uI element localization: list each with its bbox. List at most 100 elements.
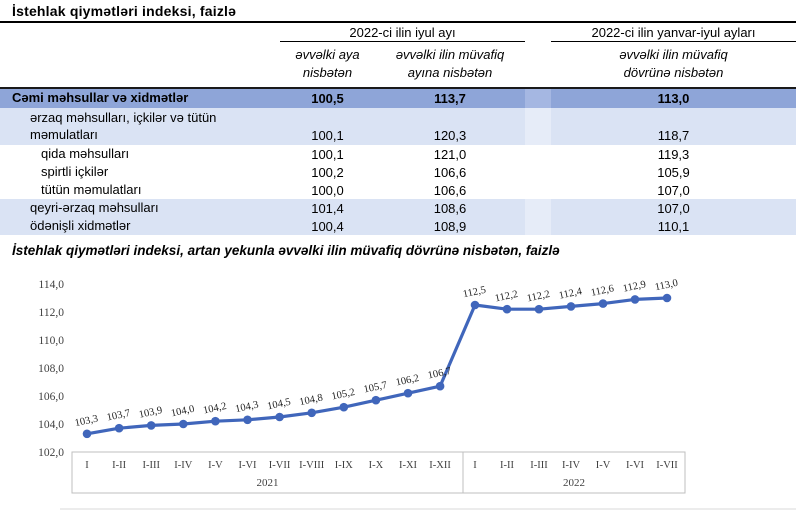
row-value: 100,5 xyxy=(311,91,344,107)
x-axis-category-label: I-IV xyxy=(174,460,192,471)
row-label: ərzaq məhsulları, içkilər və tütün məmul… xyxy=(30,110,217,142)
data-point-label: 103,7 xyxy=(106,408,131,424)
data-point-label: 112,2 xyxy=(526,289,551,305)
x-axis-category-label: I-X xyxy=(369,460,384,471)
group-header-gap xyxy=(525,23,551,42)
table-row-food-group: ərzaq məhsulları, içkilər və tütün məmul… xyxy=(0,108,796,146)
x-axis-category-label: I-XI xyxy=(399,460,418,471)
row-label: qeyri-ərzaq məhsulları xyxy=(30,199,159,215)
row-value: 100,2 xyxy=(311,164,344,180)
x-axis-category-label: I-XII xyxy=(429,460,451,471)
subheader-empty xyxy=(0,42,280,87)
row-value: 107,0 xyxy=(657,182,690,198)
chart-title: İstehlak qiymətləri indeksi, artan yekun… xyxy=(12,243,560,258)
row-value: 100,1 xyxy=(311,146,344,162)
row-value: 108,9 xyxy=(433,218,467,234)
subheader-line: ayına nisbətən xyxy=(407,64,493,80)
row-value: 100,1 xyxy=(311,128,344,144)
row-value: 100,4 xyxy=(311,218,344,234)
x-axis-category-label: I-II xyxy=(112,460,126,471)
subheader-prev-year-month: əvvəlki ilin müvafiq ayına nisbətən xyxy=(375,42,525,87)
row-value: 113,7 xyxy=(434,91,466,107)
data-point-label: 105,7 xyxy=(363,380,388,396)
data-point-marker xyxy=(534,304,544,314)
subheader-line: əvvəlki ilin müvafiq xyxy=(619,47,728,62)
x-axis-category-label: I-IV xyxy=(562,460,580,471)
data-point-label: 112,2 xyxy=(494,289,519,305)
data-point-marker xyxy=(275,412,284,422)
y-axis-tick-label: 102,0 xyxy=(38,447,64,459)
table-row-food: qida məhsulları 100,1 121,0 119,3 xyxy=(0,145,796,164)
row-value: 119,3 xyxy=(657,146,690,162)
data-point-marker xyxy=(371,395,381,405)
data-point-marker xyxy=(435,381,445,391)
data-point-label: 112,4 xyxy=(558,286,584,302)
subheader-line: əvvəlki ilin müvafiq xyxy=(395,47,505,62)
y-axis-tick-label: 112,0 xyxy=(39,307,65,319)
data-point-label: 112,6 xyxy=(590,283,615,299)
row-label: tütün məmulatları xyxy=(41,181,142,197)
row-label: qida məhsulları xyxy=(41,145,130,161)
data-point-marker xyxy=(339,402,349,412)
data-point-marker xyxy=(403,388,413,398)
y-axis-tick-label: 106,0 xyxy=(38,391,64,403)
data-point-label: 104,5 xyxy=(266,397,291,413)
x-axis-category-label: I-V xyxy=(596,460,611,471)
x-axis-category-label: I-IX xyxy=(335,460,353,471)
data-point-label: 113,0 xyxy=(654,278,679,294)
subheader-line: nisbətən xyxy=(302,64,353,80)
row-value: 106,6 xyxy=(433,182,467,198)
y-axis-tick-label: 108,0 xyxy=(38,363,64,375)
data-point-marker xyxy=(211,416,220,426)
x-axis-box xyxy=(71,451,686,494)
row-value: 118,7 xyxy=(657,128,690,144)
y-axis-tick-label: 110,0 xyxy=(39,335,65,347)
y-axis-tick-label: 114,0 xyxy=(39,279,65,291)
data-point-marker xyxy=(470,300,480,310)
year-label-2022: 2022 xyxy=(563,477,585,489)
data-point-label: 112,5 xyxy=(462,285,487,301)
data-point-label: 104,0 xyxy=(170,404,195,420)
data-point-marker xyxy=(662,293,672,303)
x-axis-category-label: I-III xyxy=(530,460,548,471)
row-label: ödənişli xidmətlər xyxy=(30,217,131,233)
data-point-marker xyxy=(630,295,640,304)
subheader-line: dövrünə nisbətən xyxy=(623,64,724,80)
data-point-marker xyxy=(502,304,512,314)
data-point-label: 103,9 xyxy=(138,405,163,421)
page-title: İstehlak qiymətləri indeksi, faizlə xyxy=(12,3,237,19)
row-value: 100,0 xyxy=(311,182,344,198)
y-axis-tick-label: 104,0 xyxy=(38,419,64,431)
data-point-marker xyxy=(566,302,576,311)
x-axis-category-label: I xyxy=(85,460,89,471)
data-point-label: 104,3 xyxy=(234,400,259,416)
row-label: Cəmi məhsullar və xidmətlər xyxy=(12,90,189,106)
data-point-marker xyxy=(598,299,608,308)
row-value: 101,4 xyxy=(311,200,344,216)
column-spacer xyxy=(525,89,551,109)
table-row-services: ödənişli xidmətlər 100,4 108,9 110,1 xyxy=(0,217,796,236)
data-point-label: 104,2 xyxy=(202,401,227,417)
row-value: 106,6 xyxy=(433,164,467,180)
x-axis-category-label: I-V xyxy=(208,460,223,471)
x-axis-category-label: I xyxy=(473,460,477,471)
subheader-prev-period: əvvəlki ilin müvafiq dövrünə nisbətən xyxy=(551,42,796,87)
row-value: 108,6 xyxy=(433,200,467,216)
group-header-empty xyxy=(0,23,280,42)
column-spacer xyxy=(525,217,551,236)
data-point-marker xyxy=(307,408,317,418)
data-point-marker xyxy=(146,421,156,430)
x-axis-category-label: I-VII xyxy=(269,460,291,471)
data-point-marker xyxy=(243,415,252,425)
cpi-line-chart: 102,0 104,0 106,0 108,0 110,0 112,0 114,0 I I-II… xyxy=(38,278,796,510)
x-axis-category-label: I-VII xyxy=(656,460,678,471)
x-axis-category-label: I-III xyxy=(142,460,160,471)
column-spacer xyxy=(525,199,551,218)
year-label-2021: 2021 xyxy=(257,477,279,489)
data-point-label: 106,2 xyxy=(395,373,420,389)
group-header-july: 2022-ci ilin iyul ayı xyxy=(280,23,525,42)
data-point-marker xyxy=(179,419,188,429)
data-point-label: 103,3 xyxy=(74,414,99,430)
data-point-label: 112,9 xyxy=(622,279,647,295)
row-value: 120,3 xyxy=(433,128,467,144)
